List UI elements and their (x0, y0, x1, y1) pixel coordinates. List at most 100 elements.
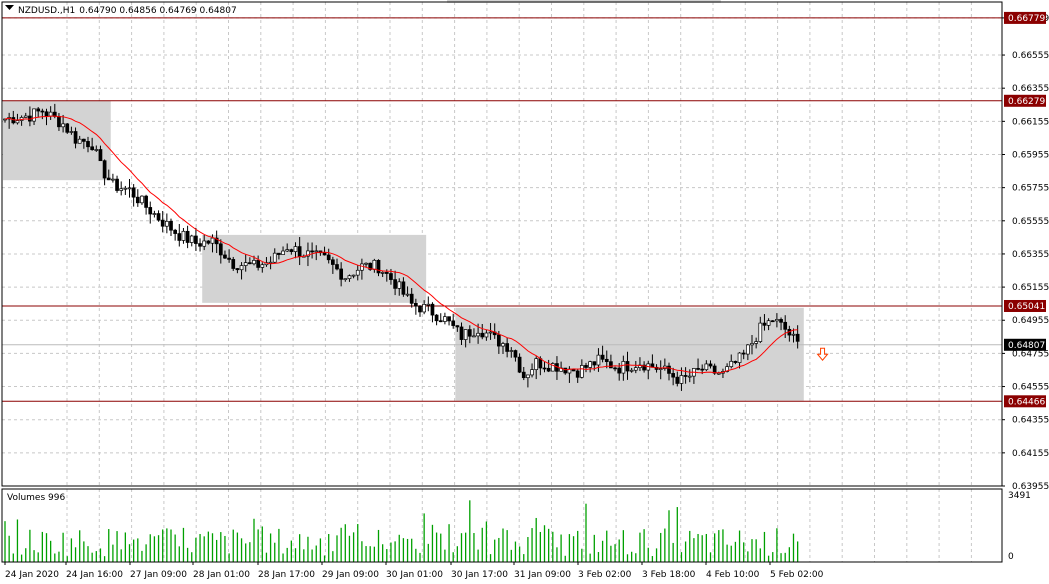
candle-body (268, 261, 273, 264)
candle-body (534, 358, 539, 370)
candle-body (69, 131, 74, 133)
candle-body (550, 363, 555, 372)
current-price-label-text: 0.64807 (1008, 341, 1045, 351)
level-price-labels: 0.66779 0.66279 0.65041 0.64466 0.64807 (1004, 11, 1046, 408)
candle-body (223, 254, 227, 259)
candle-body (115, 178, 119, 191)
candle-body (476, 332, 480, 337)
price-tick-label: 0.64355 (1012, 416, 1049, 426)
time-axis[interactable]: 24 Jan 2020 24 Jan 16:00 27 Jan 09:00 28 Ja… (4, 562, 824, 580)
time-tick-label: 24 Jan 2020 (5, 570, 59, 580)
candle-body (596, 354, 601, 366)
time-tick-label: 3 Feb 02:00 (578, 570, 632, 580)
candle-body (355, 269, 360, 276)
candle-body (256, 259, 260, 268)
candle-body (600, 354, 605, 360)
candle-body (451, 320, 456, 326)
candle-body (497, 334, 501, 347)
candle-body (314, 250, 319, 253)
candle-body (472, 335, 476, 338)
candle-body (90, 146, 95, 151)
candle-body (700, 368, 705, 371)
level-label-text: 0.66779 (1008, 14, 1045, 24)
candle-body (119, 188, 124, 191)
candle-body (127, 187, 132, 190)
symbol-timeframe: NZDUSD.,H1 (18, 6, 75, 16)
candle-body (733, 360, 738, 363)
candle-body (23, 115, 28, 118)
candle-body (73, 131, 78, 144)
candle-body (210, 237, 215, 244)
candle-body (488, 331, 493, 334)
price-tick-label: 0.65555 (1012, 217, 1049, 227)
candle-body (409, 293, 414, 304)
candle-body (339, 268, 343, 280)
candle-body (704, 363, 709, 371)
sell-arrow-shape[interactable] (816, 347, 829, 362)
time-tick-label: 28 Jan 01:00 (193, 570, 250, 580)
candle-body (447, 316, 451, 322)
candle-body (430, 303, 435, 316)
candle-body (310, 250, 314, 253)
moving-average (4, 115, 798, 374)
candle-body (135, 196, 140, 204)
candle-body (766, 320, 771, 326)
candle-body (538, 358, 543, 369)
candle-body (94, 149, 99, 151)
price-tick-label: 0.66555 (1012, 51, 1049, 61)
candle-body (501, 343, 505, 347)
candle-body (177, 233, 182, 241)
candle-body (285, 249, 290, 252)
level-label-box (1004, 94, 1046, 107)
candle-body (81, 138, 86, 142)
candle-body (48, 111, 53, 117)
candle-body (289, 249, 294, 252)
volume-bars (4, 500, 799, 562)
chart-dropdown-icon[interactable] (5, 5, 14, 10)
candle-body (708, 363, 713, 367)
volume-panel-frame (1, 488, 1003, 563)
candle-body (98, 149, 103, 162)
candle-body (44, 111, 49, 117)
level-label-box (1004, 299, 1046, 312)
candle-body (459, 326, 464, 340)
time-tick-label: 24 Jan 16:00 (66, 570, 123, 580)
candle-body (762, 322, 767, 326)
candle-body (438, 320, 443, 323)
candle-body (517, 356, 522, 373)
time-tick-label: 30 Jan 01:00 (386, 570, 443, 580)
time-tick-label: 28 Jan 17:00 (258, 570, 315, 580)
candle-body (277, 252, 281, 255)
candle-body (380, 272, 385, 274)
candle-body (297, 246, 302, 257)
candle-body (679, 375, 684, 384)
candle-body (185, 230, 190, 243)
time-tick-label: 3 Feb 18:00 (642, 570, 696, 580)
candle-body (360, 263, 364, 271)
candle-body (364, 262, 368, 265)
candle-body (745, 344, 750, 355)
time-tick-label: 5 Feb 02:00 (770, 570, 824, 580)
sell-arrow-icon[interactable] (816, 347, 829, 362)
candle-body (173, 229, 177, 234)
candle-body (335, 264, 339, 270)
candle-body (218, 243, 223, 256)
candle-body (322, 252, 327, 256)
candle-body (194, 235, 198, 244)
candle-body (795, 333, 800, 342)
candle-body (372, 259, 377, 270)
candle-body (376, 259, 381, 274)
candle-body (509, 350, 514, 352)
candle-body (671, 373, 676, 378)
candle-body (144, 195, 148, 208)
time-tick-label: 4 Feb 10:00 (706, 570, 760, 580)
candle-body (629, 369, 634, 372)
candle-body (414, 302, 418, 307)
candle-body (384, 272, 389, 274)
candle-body (604, 358, 609, 363)
candle-body (326, 254, 331, 261)
candle-body (239, 265, 244, 271)
